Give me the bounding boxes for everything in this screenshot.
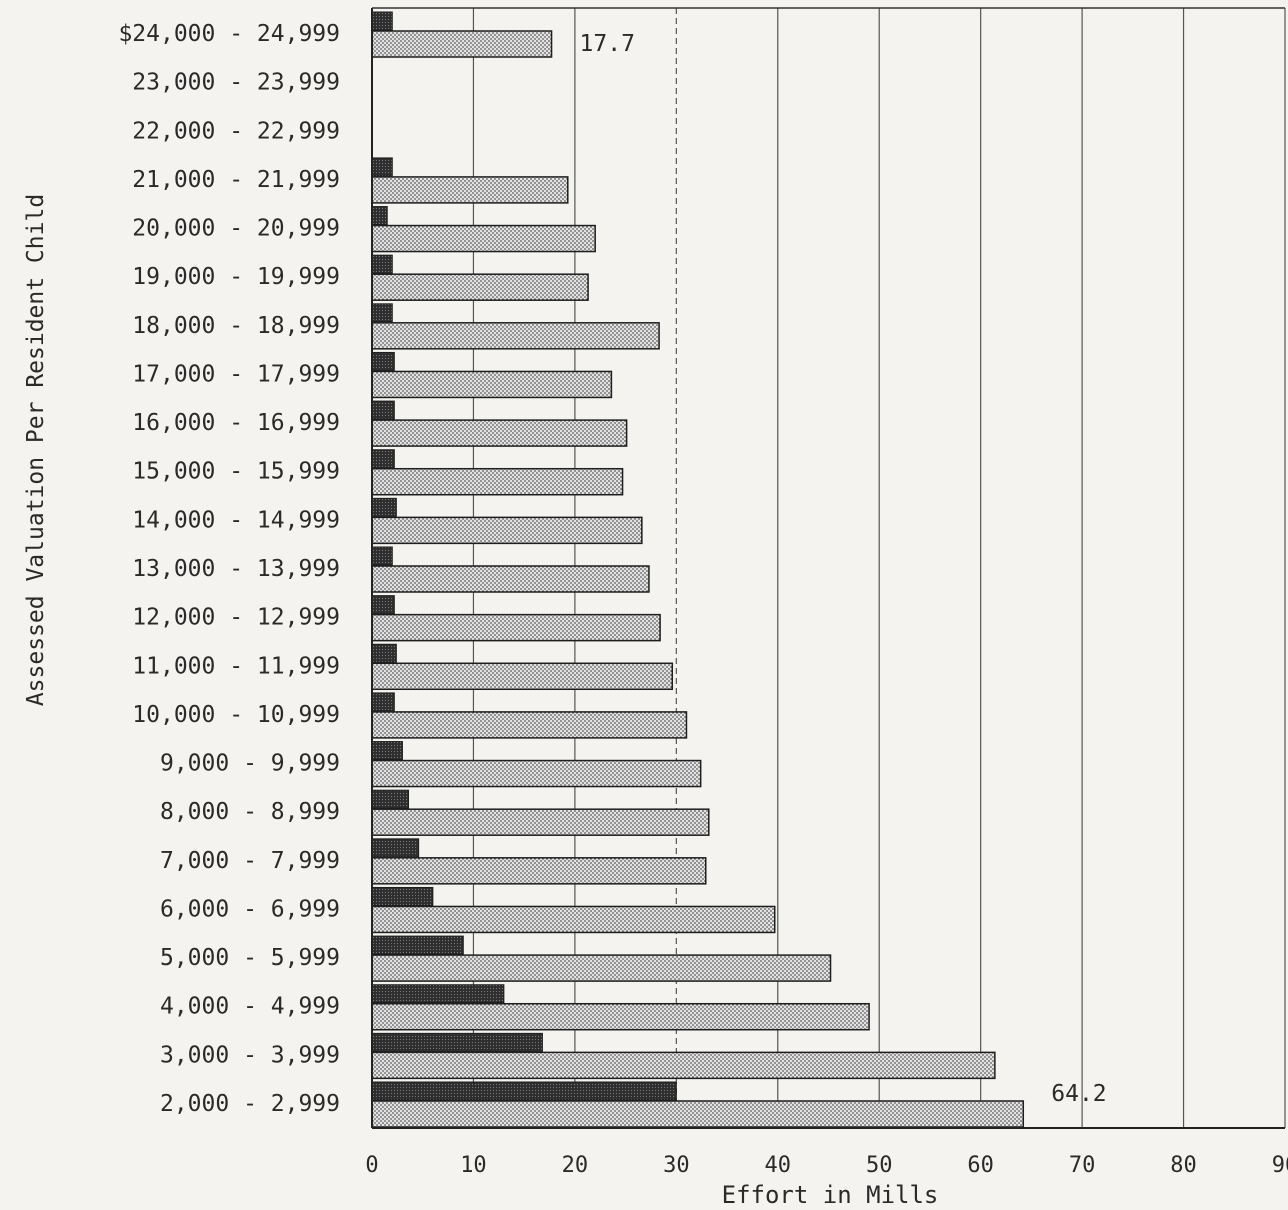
category-label-15: 9,000 - 9,999: [160, 751, 340, 777]
bar-series-1-18: [371, 886, 434, 906]
bar-series-2-12: [371, 613, 661, 642]
bar-series-2-9: [371, 467, 624, 496]
y-axis-title: Assessed Valuation Per Resident Child: [23, 194, 49, 706]
bar-series-2-17: [371, 857, 707, 885]
bar-series-1-19: [371, 935, 464, 955]
bar-series-1-17: [371, 838, 420, 858]
category-label-6: 18,000 - 18,999: [132, 313, 340, 339]
bar-series-2-13: [371, 662, 674, 691]
bar-series-1-11: [371, 546, 393, 566]
axes: [371, 7, 1285, 1129]
category-label-18: 6,000 - 6,999: [160, 896, 340, 922]
labels: $24,000 - 24,999 23,000 - 23,999 22,000 - …: [23, 21, 1288, 1209]
category-label-4: 20,000 - 20,999: [132, 216, 340, 242]
category-label-11: 13,000 - 13,999: [132, 556, 340, 582]
category-label-5: 19,000 - 19,999: [132, 264, 340, 290]
bar-series-2-18: [371, 905, 776, 934]
bar-series-1-7: [371, 351, 395, 371]
bar-series-1-15: [371, 741, 403, 761]
x-tick-label-50: 50: [866, 1153, 893, 1178]
category-label-14: 10,000 - 10,999: [132, 702, 340, 728]
category-label-19: 5,000 - 5,999: [160, 945, 340, 971]
x-axis-title: Effort in Mills: [722, 1181, 939, 1209]
x-tick-label-30: 30: [663, 1153, 690, 1178]
category-label-12: 12,000 - 12,999: [132, 605, 340, 631]
x-tick-label-80: 80: [1170, 1153, 1197, 1178]
x-tick-label-90: 90: [1272, 1153, 1288, 1178]
bar-series-2-6: [371, 322, 660, 350]
bars: [371, 11, 1025, 1128]
category-label-10: 14,000 - 14,999: [132, 507, 340, 533]
bar-series-2-19: [371, 954, 832, 982]
bar-series-1-9: [371, 449, 395, 469]
bar-series-1-20: [371, 984, 505, 1004]
bar-series-2-10: [371, 516, 643, 545]
category-label-16: 8,000 - 8,999: [160, 799, 340, 825]
category-label-21: 3,000 - 3,999: [160, 1042, 340, 1068]
bar-series-2-5: [371, 273, 589, 301]
bar-series-2-3: [371, 176, 569, 204]
bar-series-1-3: [371, 157, 393, 177]
x-tick-label-60: 60: [967, 1153, 994, 1178]
bar-series-1-4: [371, 206, 388, 226]
bar-series-2-16: [371, 808, 710, 836]
bar-series-2-0: [371, 30, 553, 58]
category-label-8: 16,000 - 16,999: [132, 410, 340, 436]
bar-series-1-10: [371, 497, 397, 517]
bar-series-2-8: [371, 419, 628, 447]
bar-series-2-7: [371, 370, 613, 399]
grid-lines: [472, 8, 1286, 1128]
bar-series-1-16: [371, 789, 410, 809]
category-label-1: 23,000 - 23,999: [132, 70, 340, 96]
bar-series-2-14: [371, 711, 688, 739]
category-label-9: 15,000 - 15,999: [132, 459, 340, 485]
data-label-0: 17.7: [580, 31, 635, 57]
bar-series-2-15: [371, 759, 702, 788]
category-label-2: 22,000 - 22,999: [132, 118, 340, 144]
bar-series-1-12: [371, 595, 395, 615]
data-label-1: 64.2: [1051, 1081, 1106, 1107]
category-label-20: 4,000 - 4,999: [160, 994, 340, 1020]
x-tick-label-10: 10: [460, 1153, 487, 1178]
bar-series-1-14: [371, 692, 395, 712]
category-label-3: 21,000 - 21,999: [132, 167, 340, 193]
bar-series-2-21: [371, 1051, 996, 1080]
bar-series-1-8: [371, 400, 395, 420]
x-tick-label-70: 70: [1069, 1153, 1096, 1178]
x-tick-label-40: 40: [765, 1153, 792, 1178]
category-label-17: 7,000 - 7,999: [160, 848, 340, 874]
bar-series-1-0: [371, 11, 393, 31]
bar-series-1-6: [371, 303, 393, 323]
bar-series-1-5: [371, 254, 393, 274]
category-label-0: $24,000 - 24,999: [118, 21, 340, 47]
bar-series-1-13: [371, 643, 397, 663]
bar-series-1-21: [371, 1032, 543, 1052]
x-tick-label-0: 0: [365, 1153, 378, 1178]
bar-series-1-22: [371, 1081, 677, 1101]
bar-series-2-20: [371, 1002, 870, 1031]
x-tick-label-20: 20: [562, 1153, 589, 1178]
bar-series-2-22: [371, 1100, 1025, 1128]
category-label-7: 17,000 - 17,999: [132, 361, 340, 387]
category-label-22: 2,000 - 2,999: [160, 1091, 340, 1117]
bar-series-2-11: [371, 565, 650, 593]
bar-series-2-4: [371, 224, 596, 253]
category-label-13: 11,000 - 11,999: [132, 653, 340, 679]
